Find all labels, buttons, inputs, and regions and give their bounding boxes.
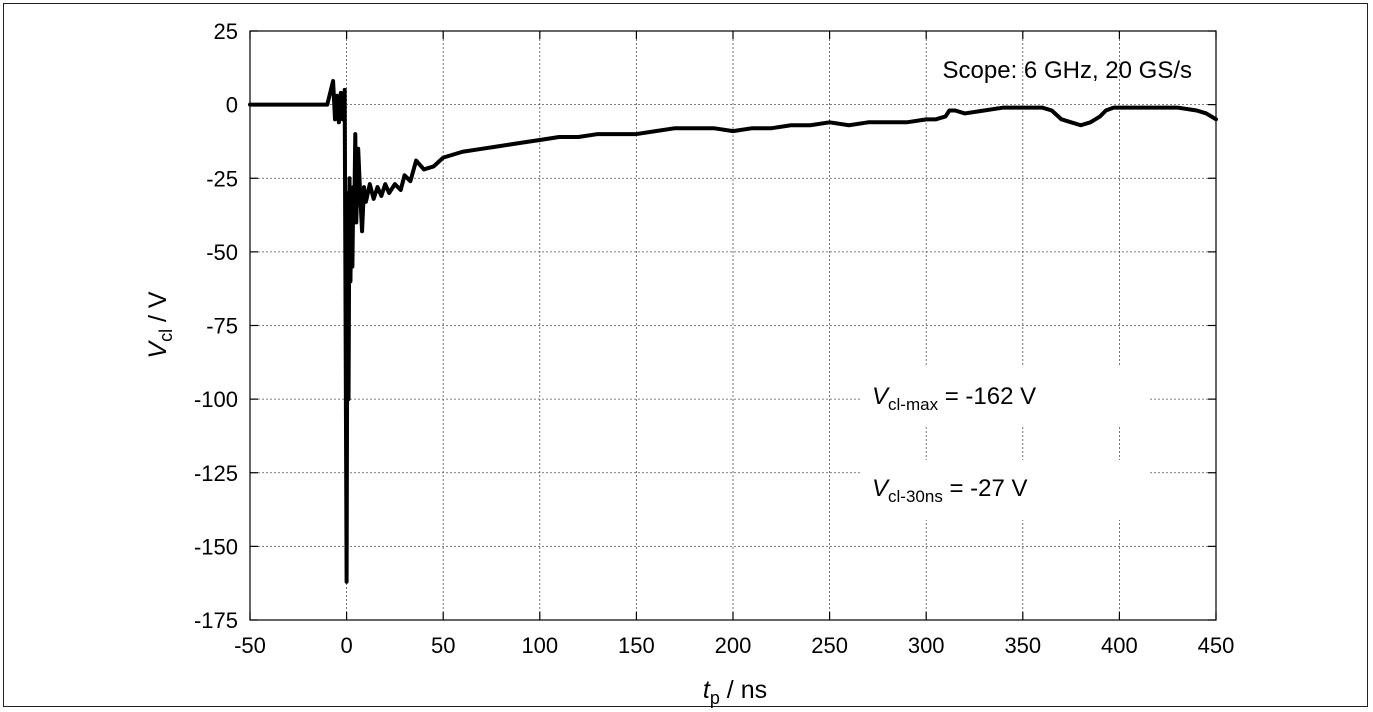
y-tick-label: -25 <box>206 166 238 191</box>
grid <box>250 31 1216 620</box>
annotation-vclmax-sub: cl-max <box>888 395 939 414</box>
annotation-vclmax-value: = -162 V <box>938 383 1036 410</box>
y-tick-label: -175 <box>194 608 238 633</box>
svg-text:Vcl-max = -162 V: Vcl-max = -162 V <box>872 383 1036 414</box>
x-tick-label: 350 <box>1004 633 1041 658</box>
annotation-vcl-30ns: Vcl-30ns = -27 V <box>860 460 1150 520</box>
annotation-vcl-max: Vcl-max = -162 V <box>860 366 1150 426</box>
ticks <box>249 30 1217 621</box>
y-tick-label: 0 <box>226 93 238 118</box>
x-tick-label: 400 <box>1101 633 1138 658</box>
x-tick-label: -50 <box>234 633 266 658</box>
y-tick-label: -50 <box>206 240 238 265</box>
annotation-vclmax-symbol: V <box>872 383 890 410</box>
x-tick-label: 200 <box>715 633 752 658</box>
annotation-vcl30ns-symbol: V <box>872 475 890 502</box>
chart-frame <box>3 3 1368 707</box>
y-axis-label: Vcl / V <box>144 291 176 359</box>
x-axis-label: tp / ns <box>703 676 767 708</box>
annotation-scope-text: Scope: 6 GHz, 20 GS/s <box>943 57 1192 84</box>
x-tick-label: 300 <box>908 633 945 658</box>
x-tick-label: 50 <box>431 633 455 658</box>
y-tick-label: -100 <box>194 387 238 412</box>
y-tick-label: -75 <box>206 314 238 339</box>
y-tick-label: -125 <box>194 461 238 486</box>
x-tick-label: 0 <box>340 633 352 658</box>
tick-labels: -50 0 50 100 150 200 250 300 350 400 450250-25-50-… <box>194 19 1234 658</box>
svg-text:Scope: 6 GHz, 20 GS/s: Scope: 6 GHz, 20 GS/s <box>943 57 1192 84</box>
annotation-vcl30ns-value: = -27 V <box>943 475 1028 502</box>
annotation-vcl30ns-sub: cl-30ns <box>888 487 943 506</box>
y-tick-label: -150 <box>194 534 238 559</box>
annotation-scope: Scope: 6 GHz, 20 GS/s <box>943 57 1192 84</box>
y-tick-label: 25 <box>214 19 238 44</box>
x-tick-label: 450 <box>1198 633 1235 658</box>
x-tick-label: 150 <box>618 633 655 658</box>
x-tick-label: 250 <box>811 633 848 658</box>
series-line-vcl <box>248 79 1218 584</box>
svg-text:Vcl-30ns = -27 V: Vcl-30ns = -27 V <box>872 475 1028 506</box>
x-tick-label: 100 <box>521 633 558 658</box>
